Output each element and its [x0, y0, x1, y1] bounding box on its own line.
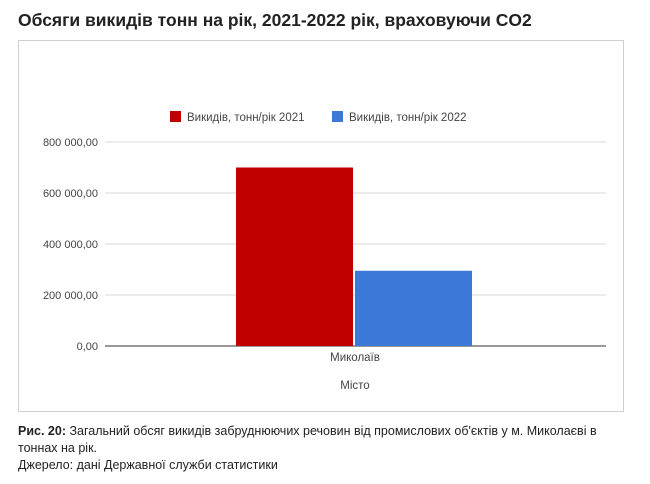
legend-label: Викидів, тонн/рік 2022	[349, 112, 467, 124]
source-note: Джерело: дані Державної служби статистик…	[18, 458, 278, 472]
x-axis-title: Місто	[340, 380, 369, 392]
x-axis: Миколаїв Місто	[330, 352, 380, 392]
chart-legend: Викидів, тонн/рік 2021 Викидів, тонн/рік …	[170, 111, 467, 124]
bar-chart: Викидів, тонн/рік 2021 Викидів, тонн/рік …	[43, 111, 606, 392]
caption-label: Рис. 20:	[18, 424, 66, 438]
legend-swatch	[170, 111, 181, 122]
y-axis-ticks: 0,00 200 000,00 400 000,00 600 000,00 800 00…	[43, 137, 98, 353]
figure-caption: Рис. 20: Загальний обсяг викидів забрудн…	[18, 423, 628, 457]
legend-swatch	[332, 111, 343, 122]
legend-label: Викидів, тонн/рік 2021	[187, 112, 305, 124]
page-title: Обсяги викидів тонн на рік, 2021-2022 рі…	[18, 10, 532, 30]
chart-frame	[18, 40, 624, 412]
chart-bars	[236, 167, 472, 346]
bar-2021	[236, 167, 353, 346]
x-tick-label: Миколаїв	[330, 352, 380, 364]
caption-text: Загальний обсяг викидів забруднюючих реч…	[18, 424, 597, 455]
y-tick-label: 0,00	[77, 341, 98, 353]
bar-2022	[355, 270, 472, 346]
y-tick-label: 600 000,00	[43, 188, 98, 200]
y-tick-label: 800 000,00	[43, 137, 98, 149]
y-tick-label: 400 000,00	[43, 239, 98, 251]
y-tick-label: 200 000,00	[43, 290, 98, 302]
